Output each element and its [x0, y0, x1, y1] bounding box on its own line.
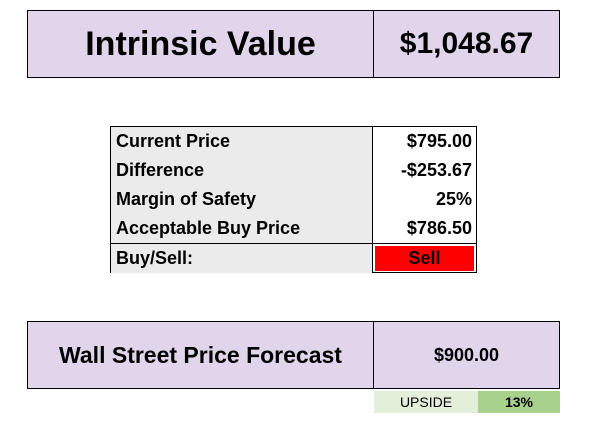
- upside-label: UPSIDE: [374, 391, 478, 413]
- table-row-difference: Difference -$253.67: [111, 156, 476, 185]
- difference-label: Difference: [111, 156, 373, 185]
- upside-value: 13%: [478, 391, 560, 413]
- table-row-margin-of-safety: Margin of Safety 25%: [111, 185, 476, 214]
- current-price-label: Current Price: [111, 127, 373, 156]
- buy-sell-signal: Sell: [375, 246, 474, 271]
- table-row-buy-sell: Buy/Sell: Sell: [111, 243, 476, 273]
- table-row-acceptable-buy-price: Acceptable Buy Price $786.50: [111, 214, 476, 243]
- buy-sell-label: Buy/Sell:: [111, 244, 373, 273]
- wall-street-forecast-value: $900.00: [373, 321, 560, 389]
- margin-of-safety-value: 25%: [373, 185, 476, 214]
- intrinsic-value-label: Intrinsic Value: [27, 10, 374, 78]
- wall-street-forecast-label: Wall Street Price Forecast: [27, 321, 374, 389]
- difference-value: -$253.67: [373, 156, 476, 185]
- current-price-value: $795.00: [373, 127, 476, 156]
- margin-of-safety-label: Margin of Safety: [111, 185, 373, 214]
- table-row-current-price: Current Price $795.00: [111, 127, 476, 156]
- intrinsic-value-amount: $1,048.67: [373, 10, 560, 78]
- acceptable-buy-price-value: $786.50: [373, 214, 476, 243]
- valuation-table: Current Price $795.00 Difference -$253.6…: [110, 126, 477, 273]
- acceptable-buy-price-label: Acceptable Buy Price: [111, 214, 373, 243]
